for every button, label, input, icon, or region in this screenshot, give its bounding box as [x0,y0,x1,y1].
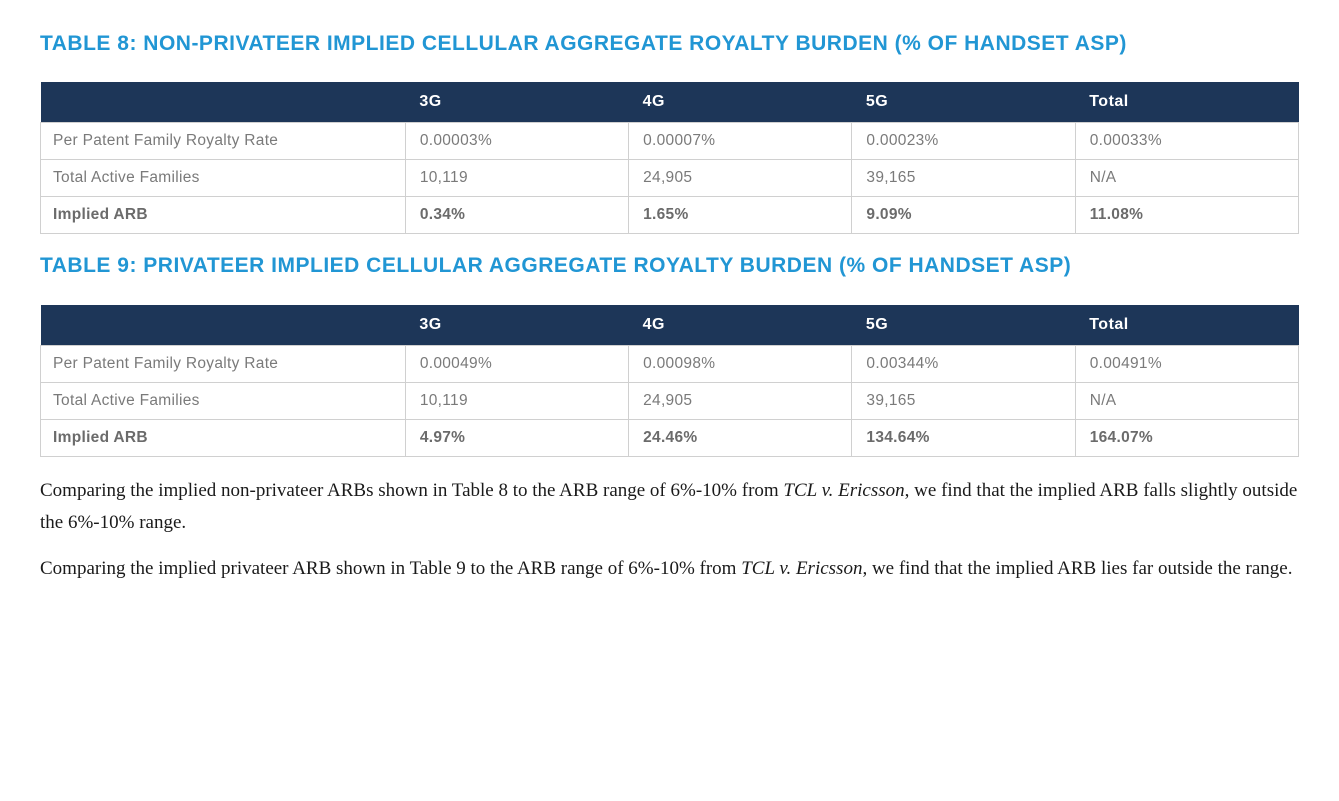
table-8-row0-label: Per Patent Family Royalty Rate [41,123,406,160]
table-8-row2-c3: 9.09% [852,197,1075,234]
table-9-header-4g: 4G [629,305,852,346]
table-9-row1-label: Total Active Families [41,382,406,419]
table-9-row1-c2: 24,905 [629,382,852,419]
table-9-row1-c1: 10,119 [405,382,628,419]
table-row: Implied ARB 0.34% 1.65% 9.09% 11.08% [41,197,1299,234]
table-8-row2-label: Implied ARB [41,197,406,234]
table-row: Total Active Families 10,119 24,905 39,1… [41,160,1299,197]
paragraph-1: Comparing the implied non-privateer ARBs… [40,475,1299,540]
table-8-row1-c3: 39,165 [852,160,1075,197]
table-9-row2-c3: 134.64% [852,419,1075,456]
table-8-row2-c4: 11.08% [1075,197,1298,234]
table-9-row0-c3: 0.00344% [852,345,1075,382]
table-9-row0-c1: 0.00049% [405,345,628,382]
table-8: 3G 4G 5G Total Per Patent Family Royalty… [40,82,1299,234]
table-9-header-5g: 5G [852,305,1075,346]
table-9: 3G 4G 5G Total Per Patent Family Royalty… [40,305,1299,457]
table-9-header-blank [41,305,406,346]
table-8-row0-c4: 0.00033% [1075,123,1298,160]
table-8-row1-c2: 24,905 [629,160,852,197]
paragraph-2-italic: TCL v. Ericsson [741,558,862,579]
table-8-header-4g: 4G [629,82,852,123]
table-9-row2-c2: 24.46% [629,419,852,456]
table-8-row0-c2: 0.00007% [629,123,852,160]
table-row: Per Patent Family Royalty Rate 0.00003% … [41,123,1299,160]
table-8-row1-c4: N/A [1075,160,1298,197]
table-row: Implied ARB 4.97% 24.46% 134.64% 164.07% [41,419,1299,456]
table-9-row0-label: Per Patent Family Royalty Rate [41,345,406,382]
table-8-header-3g: 3G [405,82,628,123]
table-8-row2-c2: 1.65% [629,197,852,234]
paragraph-2: Comparing the implied privateer ARB show… [40,553,1299,585]
table-9-row2-c1: 4.97% [405,419,628,456]
table-8-header-blank [41,82,406,123]
table-row: Per Patent Family Royalty Rate 0.00049% … [41,345,1299,382]
table-8-header-5g: 5G [852,82,1075,123]
table-9-row2-c4: 164.07% [1075,419,1298,456]
paragraph-2-part1: Comparing the implied privateer ARB show… [40,558,741,579]
paragraph-1-italic: TCL v. Ericsson [783,480,904,501]
table-row: Total Active Families 10,119 24,905 39,1… [41,382,1299,419]
table-9-title: TABLE 9: PRIVATEER IMPLIED CELLULAR AGGR… [40,252,1299,280]
table-8-row0-c3: 0.00023% [852,123,1075,160]
paragraph-2-part2: , we find that the implied ARB lies far … [862,558,1292,579]
table-8-header-total: Total [1075,82,1298,123]
table-9-header-3g: 3G [405,305,628,346]
table-8-row0-c1: 0.00003% [405,123,628,160]
table-9-row0-c2: 0.00098% [629,345,852,382]
table-8-title: TABLE 8: NON-PRIVATEER IMPLIED CELLULAR … [40,30,1299,58]
table-8-header-row: 3G 4G 5G Total [41,82,1299,123]
table-8-row1-label: Total Active Families [41,160,406,197]
table-9-row2-label: Implied ARB [41,419,406,456]
table-9-row0-c4: 0.00491% [1075,345,1298,382]
table-9-row1-c4: N/A [1075,382,1298,419]
table-8-row1-c1: 10,119 [405,160,628,197]
table-9-header-total: Total [1075,305,1298,346]
paragraph-1-part1: Comparing the implied non-privateer ARBs… [40,480,783,501]
table-8-row2-c1: 0.34% [405,197,628,234]
table-9-header-row: 3G 4G 5G Total [41,305,1299,346]
table-9-row1-c3: 39,165 [852,382,1075,419]
